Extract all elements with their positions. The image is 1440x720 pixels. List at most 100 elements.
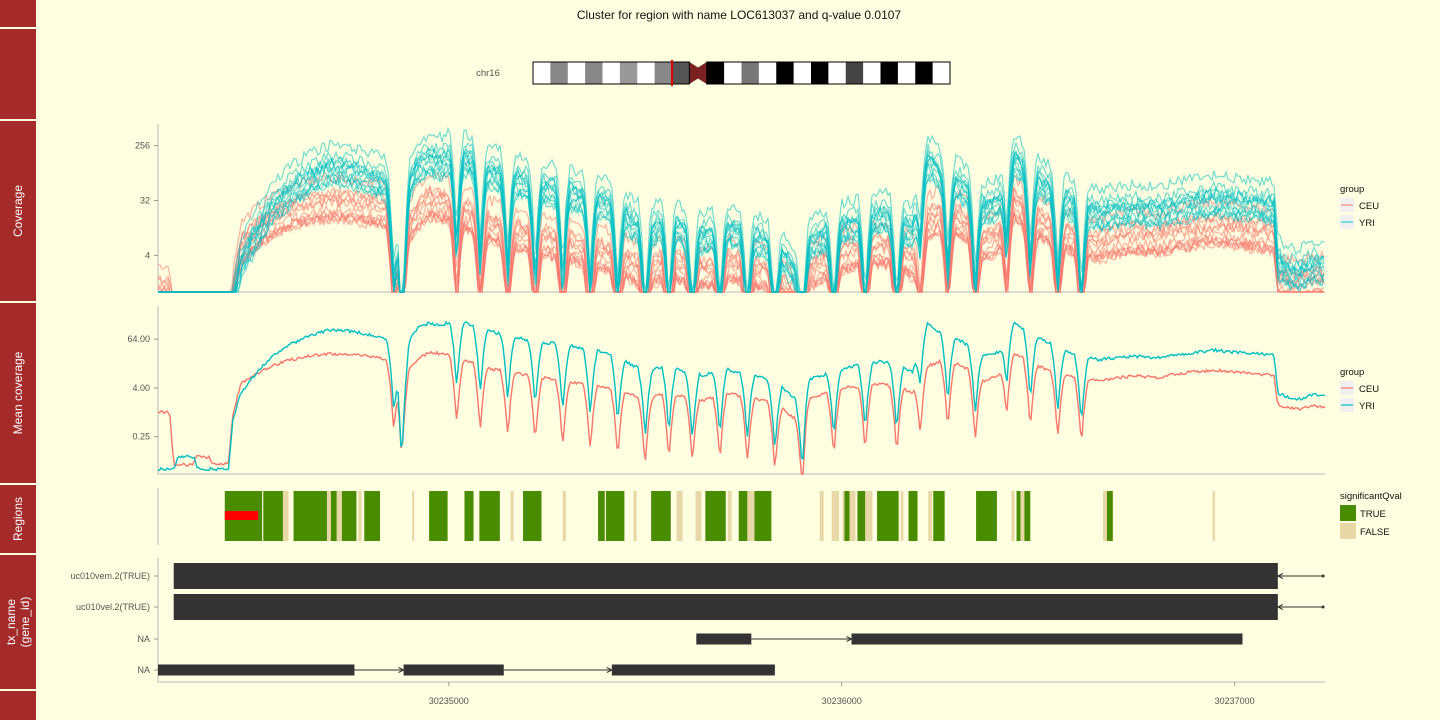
strip-label-line: tx_name (4, 599, 18, 645)
coverage-line-yri (158, 126, 1325, 294)
strip-regions (0, 485, 36, 553)
region-significant (1106, 491, 1113, 541)
region-not-significant (900, 491, 904, 541)
chromosome-band (793, 62, 812, 84)
region-significant (857, 491, 866, 541)
region-significant (479, 491, 500, 541)
chromosome-band (724, 62, 742, 84)
region-significant (877, 491, 899, 541)
region-significant (754, 491, 772, 541)
region-not-significant (819, 491, 824, 541)
chromosome-ideogram (532, 60, 951, 86)
legend-coverage-ceu-label: CEU (1359, 201, 1379, 212)
strand-arrow (606, 667, 613, 673)
chromosome-band (932, 62, 951, 84)
mean-coverage-line-yri (157, 320, 1325, 472)
region-not-significant (695, 491, 702, 541)
chromosome-band (672, 62, 690, 84)
legend-regions: significantQval TRUE FALSE (1340, 491, 1402, 539)
chromosome-band (706, 62, 725, 84)
exon (173, 563, 1278, 589)
legend-regions-true-label: TRUE (1360, 509, 1386, 520)
region-not-significant (849, 491, 856, 541)
chromosome-band (533, 62, 551, 84)
coverage-line-ceu (158, 210, 1324, 293)
transcript-label: uc010vel.2(TRUE) (76, 602, 150, 612)
region-not-significant (1102, 491, 1107, 541)
region-significant (1024, 491, 1031, 541)
x-tick-label: 30235000 (429, 696, 469, 706)
transcripts-panel: uc010vem.2(TRUE) uc010vel.2(TRUE) NA NA (70, 558, 1325, 682)
legend-regions-false-label: FALSE (1360, 527, 1390, 538)
transcript-end-dot (1321, 605, 1325, 609)
chromosome-band (602, 62, 621, 84)
regions-panel (157, 488, 1215, 545)
legend-mean-title: group (1340, 367, 1364, 378)
region-not-significant (865, 491, 873, 541)
x-tick-label: 30236000 (822, 696, 862, 706)
chromosome-band (828, 62, 847, 84)
region-significant (364, 491, 381, 541)
legend-coverage: group CEU YRI (1340, 184, 1379, 229)
strip-label-mean-coverage: Mean coverage (11, 351, 25, 434)
coverage-line-yri (158, 140, 1325, 294)
y-tick-label: 4 (145, 250, 150, 260)
legend-regions-title: significantQval (1340, 491, 1402, 502)
centromere-right (689, 62, 707, 84)
chromosome-band (897, 62, 916, 84)
strip-label-regions: Regions (11, 497, 25, 541)
exon (696, 633, 752, 645)
region-significant (523, 491, 542, 541)
region-significant (330, 491, 337, 541)
region-significant (293, 491, 327, 541)
chromosome-band (585, 62, 603, 84)
strip-ideogram (0, 29, 36, 119)
chromosome-band (811, 62, 829, 84)
strip-label-coverage: Coverage (11, 185, 25, 237)
chromosome-arm-p (532, 61, 690, 85)
coverage-line-yri (158, 151, 1325, 294)
strand-arrow (1276, 604, 1284, 610)
chromosome-band (758, 62, 777, 84)
region-not-significant (633, 491, 637, 541)
chromosome-band (915, 62, 933, 84)
region-not-significant (831, 491, 839, 541)
region-significant (651, 491, 671, 541)
region-significant (1016, 491, 1021, 541)
region-significant (705, 491, 726, 541)
y-tick-label: 32 (140, 195, 150, 205)
region-significant (738, 491, 748, 541)
chromosome-arm-q (706, 61, 951, 85)
chromosome-band (863, 62, 881, 84)
chromosome-band (654, 62, 673, 84)
legend-mean-ceu-label: CEU (1359, 384, 1379, 395)
coverage-line-yri (158, 168, 1325, 294)
mean-coverage-line-ceu (157, 350, 1326, 475)
region-significant (933, 491, 945, 541)
chromosome-band (845, 62, 864, 84)
legend-regions-false-key (1340, 523, 1356, 539)
region-significant (844, 491, 850, 541)
legend-mean-yri-label: YRI (1359, 401, 1375, 412)
transcript-label: uc010vem.2(TRUE) (70, 571, 150, 581)
region-significant (908, 491, 918, 541)
exon (403, 664, 504, 676)
region-not-significant (676, 491, 683, 541)
chromosome-band (741, 62, 760, 84)
y-tick-label: 0.25 (132, 432, 150, 442)
chromosome-band (567, 62, 586, 84)
transcript-label: NA (137, 634, 150, 644)
chart-title: Cluster for region with name LOC613037 a… (577, 8, 902, 22)
region-significant (605, 491, 625, 541)
region-not-significant (282, 491, 289, 541)
region-significant (263, 491, 283, 541)
strip-transcripts (0, 555, 36, 689)
strip-label-line: (gene_id) (18, 597, 32, 648)
legend-coverage-title: group (1340, 184, 1364, 195)
region-significant (464, 491, 474, 541)
strip-coverage (0, 121, 36, 301)
facet-strips: Coverage Mean coverage Regions tx_name(g… (0, 0, 36, 720)
x-axis: 30235000 30236000 30237000 (158, 681, 1325, 706)
region-not-significant (928, 491, 933, 541)
